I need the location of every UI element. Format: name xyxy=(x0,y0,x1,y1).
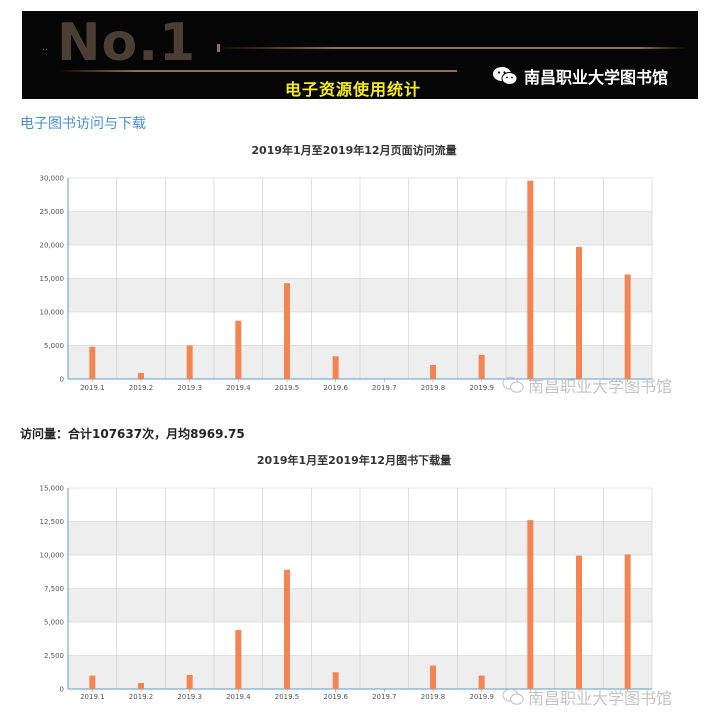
y-tick-label: 7,500 xyxy=(44,585,64,593)
bar-2019.2 xyxy=(138,372,144,379)
x-tick-label: 2019.1 xyxy=(80,384,105,392)
chart-page-visits: 2019年1月至2019年12月页面访问流量 0 5,000 10,000 15,000… xyxy=(0,135,709,414)
x-tick-label: 2019.8 xyxy=(421,693,446,701)
watermark-1: 南昌职业大学图书馆 xyxy=(502,373,672,397)
x-tick-label: 2019.2 xyxy=(129,384,154,392)
bar-2019.11 xyxy=(576,247,582,379)
x-tick-label: 2019.4 xyxy=(226,384,251,392)
banner-subtitle: 电子资源使用统计 xyxy=(285,80,422,99)
bar-2019.5 xyxy=(284,569,290,689)
x-tick-label: 2019.1 xyxy=(80,693,105,701)
watermark-text: 南昌职业大学图书馆 xyxy=(528,377,673,396)
y-tick-label: 5,000 xyxy=(44,342,64,350)
banner-no1: No.1 xyxy=(57,13,197,73)
bar-2019.11 xyxy=(576,555,582,689)
chart-title: 2019年1月至2019年12月页面访问流量 xyxy=(251,143,456,157)
x-tick-label: 2019.5 xyxy=(275,384,300,392)
banner-line-top xyxy=(217,47,687,49)
y-tick-label: 15,000 xyxy=(40,275,65,283)
visit-summary: 访问量：合计107637次，月均8969.75 xyxy=(20,427,245,441)
y-tick-label: 25,000 xyxy=(40,208,65,216)
bar-2019.2 xyxy=(138,682,144,689)
y-tick-label: 0 xyxy=(60,376,64,384)
bar-2019.6 xyxy=(332,672,339,689)
x-tick-label: 2019.5 xyxy=(275,693,300,701)
bar-2019.8 xyxy=(430,665,436,689)
chart-title: 2019年1月至2019年12月图书下载量 xyxy=(257,453,451,467)
y-tick-label: 12,500 xyxy=(40,518,65,526)
bar-2019.10 xyxy=(527,180,534,379)
header-banner: .. No.1 电子资源使用统计 南昌职业大学图书馆 xyxy=(22,11,698,99)
x-tick-label: 2019.7 xyxy=(372,693,397,701)
x-tick-label: 2019.9 xyxy=(469,384,494,392)
section-title-link[interactable]: 电子图书访问与下载 xyxy=(20,116,146,132)
x-tick-label: 2019.3 xyxy=(177,693,202,701)
y-tick-label: 30,000 xyxy=(40,175,65,183)
chart-page-visits-svg: 2019年1月至2019年12月页面访问流量 0 5,000 10,000 15,000… xyxy=(40,143,653,392)
y-tick-label: 10,000 xyxy=(40,309,65,317)
x-tick-label: 2019.4 xyxy=(226,693,251,701)
chart-downloads: 2019年1月至2019年12月图书下载量 0 2,500 5,000 7,500 10,… xyxy=(0,445,709,714)
y-tick-label: 2,500 xyxy=(44,652,64,660)
wechat-icon xyxy=(502,376,524,393)
x-tick-label: 2019.7 xyxy=(372,384,397,392)
wechat-icon xyxy=(493,67,518,85)
x-tick-label: 2019.6 xyxy=(323,384,348,392)
x-tick-label: 2019.3 xyxy=(177,384,202,392)
bar-2019.1 xyxy=(89,675,96,689)
banner-line-mid xyxy=(57,70,457,72)
bar-2019.12 xyxy=(624,274,631,379)
bar-2019.3 xyxy=(186,674,193,689)
x-tick-label: 2019.9 xyxy=(469,693,494,701)
banner-logo: 南昌职业大学图书馆 xyxy=(492,64,668,88)
y-tick-label: 10,000 xyxy=(40,552,65,560)
y-tick-label: 15,000 xyxy=(40,485,65,493)
banner-dots: .. xyxy=(42,43,48,53)
bar-2019.5 xyxy=(284,283,290,379)
watermark-2: 南昌职业大学图书馆 xyxy=(502,685,672,709)
bar-2019.6 xyxy=(332,356,339,379)
bar-2019.4 xyxy=(235,320,242,379)
bar-2019.9 xyxy=(478,354,485,379)
bar-2019.8 xyxy=(430,364,436,379)
bar-2019.10 xyxy=(527,520,534,689)
chart-downloads-svg: 2019年1月至2019年12月图书下载量 0 2,500 5,000 7,500 10,… xyxy=(40,453,653,701)
banner-logo-text: 南昌职业大学图书馆 xyxy=(524,68,669,87)
y-tick-label: 0 xyxy=(60,686,64,694)
watermark-text: 南昌职业大学图书馆 xyxy=(528,689,673,708)
bar-2019.3 xyxy=(186,345,193,379)
bar-2019.4 xyxy=(235,630,242,689)
wechat-icon xyxy=(502,688,524,705)
bar-2019.1 xyxy=(89,346,96,379)
y-tick-label: 5,000 xyxy=(44,619,64,627)
x-tick-label: 2019.2 xyxy=(129,693,154,701)
x-tick-label: 2019.6 xyxy=(323,693,348,701)
x-tick-label: 2019.8 xyxy=(421,384,446,392)
bar-2019.9 xyxy=(478,675,485,689)
y-tick-label: 20,000 xyxy=(40,242,65,250)
bar-2019.12 xyxy=(624,554,631,689)
